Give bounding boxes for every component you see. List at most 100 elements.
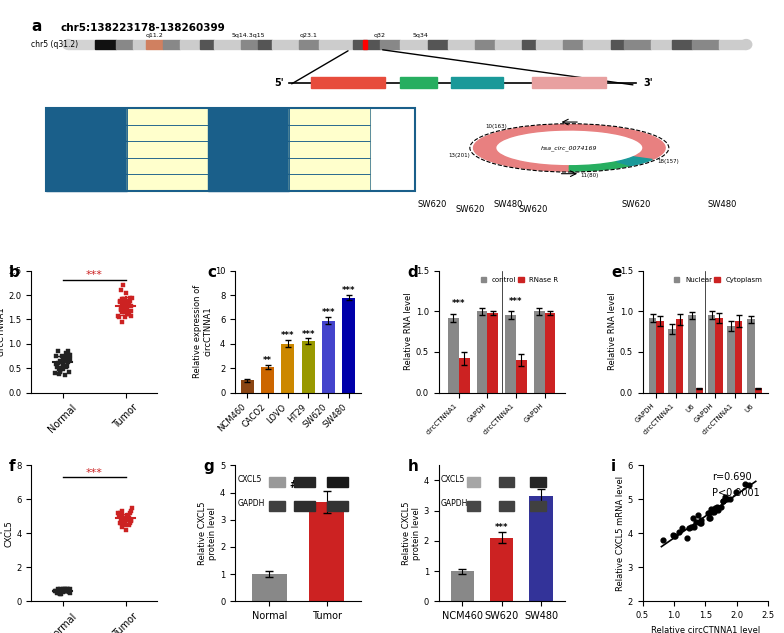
Bar <box>209 108 289 125</box>
Bar <box>127 141 209 158</box>
Bar <box>46 125 127 141</box>
Point <box>54 588 67 598</box>
Point <box>656 535 669 545</box>
Bar <box>427 40 448 49</box>
Point <box>122 513 135 523</box>
Point <box>124 296 136 306</box>
Text: Spliced Seq
Length: Spliced Seq Length <box>226 127 272 140</box>
Bar <box>294 501 314 511</box>
Bar <box>209 125 289 141</box>
Bar <box>545 313 555 392</box>
Text: chr5:138223178-
138260399: chr5:138223178- 138260399 <box>303 111 357 122</box>
Point <box>59 584 71 594</box>
Bar <box>728 326 735 392</box>
Bar <box>289 108 370 125</box>
Point <box>118 520 131 530</box>
Point <box>116 522 129 532</box>
Point <box>117 280 129 291</box>
Bar <box>127 174 209 191</box>
Point <box>57 359 70 369</box>
Bar <box>452 77 503 89</box>
Bar <box>363 40 367 49</box>
Point <box>114 508 126 518</box>
Bar <box>754 389 762 392</box>
Bar <box>258 40 271 49</box>
Bar <box>46 108 127 125</box>
Y-axis label: Relative CXCL5 mRNA level: Relative CXCL5 mRNA level <box>615 476 625 591</box>
Point <box>64 584 77 594</box>
Point <box>118 517 131 527</box>
Text: Gene Symbol: Gene Symbol <box>223 147 275 153</box>
Point <box>61 585 74 595</box>
Point <box>60 586 72 596</box>
Text: NM_001903  Primers: NM_001903 Primers <box>136 147 200 153</box>
Text: ***: *** <box>452 299 466 308</box>
Text: chr5 (q31.2): chr5 (q31.2) <box>31 40 78 49</box>
Wedge shape <box>569 161 631 171</box>
Bar <box>451 571 474 601</box>
Point <box>695 515 707 525</box>
Bar <box>281 344 295 392</box>
Point <box>56 357 68 367</box>
Point <box>56 585 68 595</box>
Point <box>724 494 737 505</box>
Text: ***: *** <box>510 297 523 306</box>
Point <box>702 508 714 518</box>
Y-axis label: Relative CXCL5
protein level: Relative CXCL5 protein level <box>198 501 217 565</box>
Text: f: f <box>9 458 16 473</box>
Bar <box>289 174 370 191</box>
Point <box>115 515 128 525</box>
Text: ##: ## <box>290 480 306 491</box>
Bar <box>289 125 370 141</box>
Text: q11.2: q11.2 <box>146 33 164 38</box>
Bar <box>127 141 209 158</box>
Bar <box>505 315 516 392</box>
Bar <box>649 318 656 392</box>
Point <box>59 353 71 363</box>
Point <box>702 513 715 523</box>
Bar <box>209 158 289 174</box>
Point <box>115 513 128 523</box>
Point <box>715 502 728 512</box>
Bar <box>563 40 583 49</box>
Bar <box>127 158 209 174</box>
Bar <box>715 318 723 392</box>
Bar <box>310 502 343 601</box>
Bar <box>302 341 314 392</box>
Point <box>60 586 72 596</box>
Text: hsa_circ_0074169: hsa_circ_0074169 <box>541 145 597 151</box>
Text: g: g <box>204 458 214 473</box>
Bar <box>209 108 289 125</box>
Bar <box>536 40 563 49</box>
Bar <box>132 40 146 49</box>
Point <box>719 491 731 501</box>
Bar <box>46 108 415 191</box>
Text: a: a <box>31 19 42 34</box>
Bar <box>209 125 289 141</box>
Bar <box>448 40 475 49</box>
Bar <box>530 477 546 487</box>
Bar <box>401 40 427 49</box>
Y-axis label: Relative expression of
circCTNNA1: Relative expression of circCTNNA1 <box>193 285 212 379</box>
Text: Location: Location <box>232 114 266 120</box>
Point <box>121 515 133 525</box>
Bar <box>146 40 163 49</box>
Bar <box>209 141 289 158</box>
Point <box>114 296 126 306</box>
Bar <box>289 174 370 191</box>
Point <box>61 357 74 367</box>
Bar <box>380 40 401 49</box>
Bar <box>656 321 664 392</box>
Point <box>120 299 132 309</box>
Bar <box>735 321 742 392</box>
Point <box>122 308 134 318</box>
Point <box>673 527 685 537</box>
Text: chr5:138223178-138260399: chr5:138223178-138260399 <box>61 23 226 32</box>
Bar <box>321 321 335 392</box>
Text: H1hesc: H1hesc <box>156 164 180 168</box>
Y-axis label: Relative CXCL5
protein level: Relative CXCL5 protein level <box>401 501 421 565</box>
Point <box>53 364 66 374</box>
Bar <box>499 477 514 487</box>
Text: **: ** <box>263 356 272 365</box>
Bar <box>289 141 370 158</box>
